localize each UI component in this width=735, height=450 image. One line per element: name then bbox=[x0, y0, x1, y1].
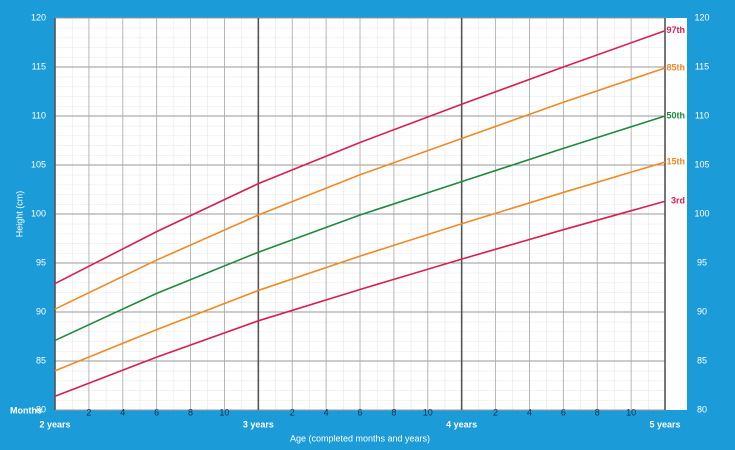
series-label: 97th bbox=[666, 25, 685, 35]
x-tick-label: 10 bbox=[423, 407, 433, 417]
x-tick-label: 2 bbox=[86, 407, 91, 417]
series-label: 50th bbox=[666, 110, 685, 120]
y-tick-label-right: 110 bbox=[695, 110, 709, 120]
percentile-line bbox=[54, 161, 666, 372]
y-tick-label-right: 115 bbox=[695, 61, 709, 71]
series-label: 3rd bbox=[671, 196, 685, 206]
y-tick-label: 120 bbox=[31, 12, 46, 22]
y-tick-label: 95 bbox=[36, 257, 46, 267]
y-tick-label-right: 100 bbox=[694, 208, 709, 218]
series-label: 85th bbox=[666, 62, 685, 72]
series-label: 15th bbox=[666, 156, 685, 166]
x-tick-label: 4 bbox=[527, 407, 532, 417]
y-tick-label-right: 105 bbox=[694, 159, 709, 169]
y-tick-label: 90 bbox=[36, 306, 46, 316]
x-tick-label: 8 bbox=[391, 407, 396, 417]
y-tick-label: 110 bbox=[32, 110, 46, 120]
y-tick-label: 80 bbox=[36, 404, 46, 414]
x-tick-label: 8 bbox=[188, 407, 193, 417]
y-tick-label: 105 bbox=[31, 159, 46, 169]
year-label: 4 years bbox=[446, 419, 477, 429]
year-label: 3 years bbox=[243, 419, 274, 429]
percentile-line bbox=[54, 200, 666, 398]
x-tick-label: 4 bbox=[324, 407, 329, 417]
y-tick-label-right: 85 bbox=[697, 355, 707, 365]
y-tick-label-right: 90 bbox=[697, 306, 707, 316]
x-tick-label: 10 bbox=[219, 407, 229, 417]
x-tick-label: 6 bbox=[357, 407, 362, 417]
percentile-line bbox=[54, 29, 666, 285]
x-tick-label: 6 bbox=[154, 407, 159, 417]
y-tick-label: 115 bbox=[32, 61, 46, 71]
year-label: 2 years bbox=[39, 419, 70, 429]
percentile-line bbox=[54, 67, 666, 310]
y-tick-label-right: 120 bbox=[694, 12, 709, 22]
x-tick-label: 10 bbox=[626, 407, 636, 417]
x-tick-label: 8 bbox=[595, 407, 600, 417]
x-tick-label: 4 bbox=[120, 407, 125, 417]
y-tick-label: 100 bbox=[31, 208, 46, 218]
year-label: 5 years bbox=[649, 419, 680, 429]
y-tick-label-right: 80 bbox=[697, 404, 707, 414]
x-tick-label: 6 bbox=[561, 407, 566, 417]
percentile-line bbox=[54, 115, 666, 342]
y-tick-label-right: 95 bbox=[697, 257, 707, 267]
months-label: Months bbox=[10, 405, 42, 415]
y-axis-title: Height (cm) bbox=[14, 191, 24, 238]
x-tick-label: 2 bbox=[493, 407, 498, 417]
y-tick-label: 85 bbox=[36, 355, 46, 365]
x-tick-label: 2 bbox=[290, 407, 295, 417]
x-axis-title: Age (completed months and years) bbox=[290, 433, 430, 443]
